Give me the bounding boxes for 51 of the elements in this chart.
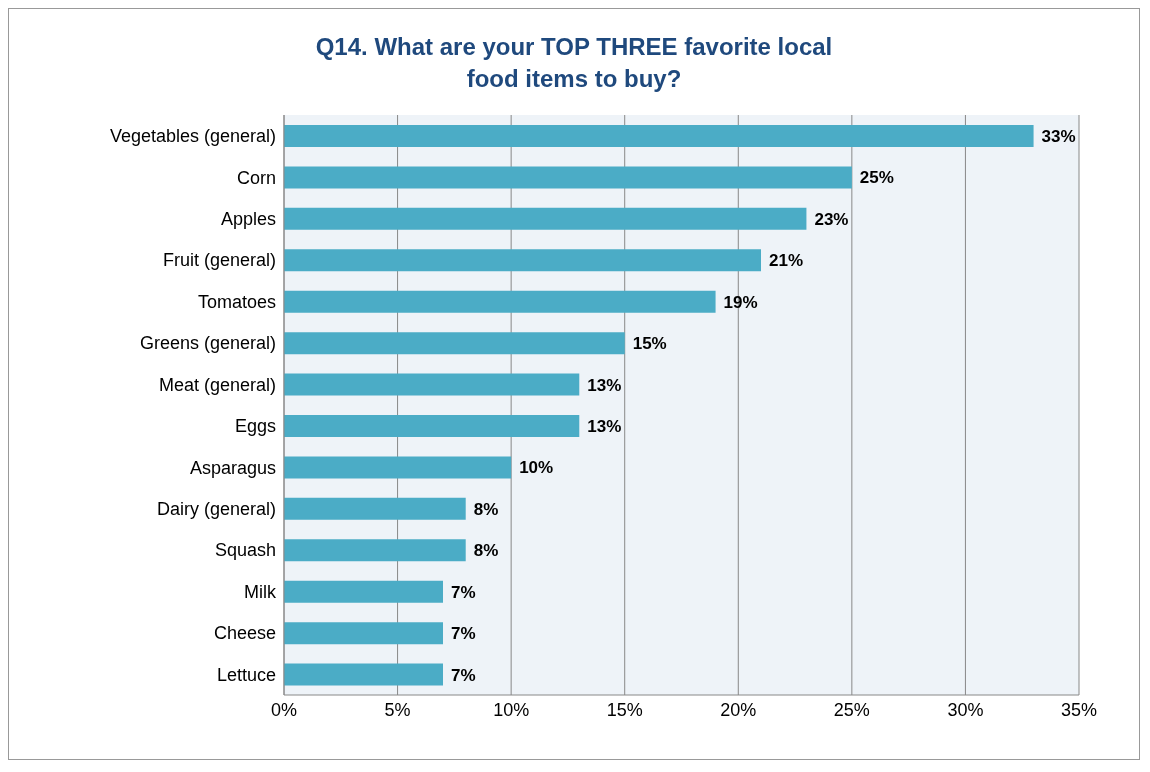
x-tick-label: 35% xyxy=(1060,699,1098,720)
bar xyxy=(284,580,443,603)
x-tick-label: 0% xyxy=(270,699,298,720)
bar xyxy=(284,249,761,272)
bar xyxy=(284,622,443,645)
bar xyxy=(284,207,807,230)
data-label: 7% xyxy=(451,582,476,602)
bar xyxy=(284,373,580,396)
data-label: 13% xyxy=(587,417,622,437)
data-label: 23% xyxy=(814,209,849,229)
bar xyxy=(284,415,580,437)
data-label: 13% xyxy=(587,375,622,395)
bar xyxy=(284,332,625,355)
data-label: 8% xyxy=(473,499,499,519)
data-label: 10% xyxy=(519,458,554,478)
y-tick-label: Asparagus xyxy=(189,457,276,478)
x-tick-label: 15% xyxy=(606,699,643,720)
bar xyxy=(284,166,852,189)
data-label: 8% xyxy=(473,541,499,561)
y-tick-label: Squash xyxy=(214,540,276,561)
chart-title: Q14. What are your TOP THREE favorite local food items to buy? xyxy=(314,32,834,94)
data-label: 25% xyxy=(859,168,894,188)
y-tick-label: Apples xyxy=(220,208,276,229)
data-label: 21% xyxy=(769,251,804,271)
y-tick-label: Corn xyxy=(236,167,276,188)
y-tick-label: Fruit (general) xyxy=(162,250,276,271)
y-tick-label: Dairy (general) xyxy=(156,498,276,519)
bar xyxy=(284,539,466,562)
y-tick-label: Eggs xyxy=(234,416,276,437)
data-label: 15% xyxy=(632,334,667,354)
y-tick-label: Vegetables (general) xyxy=(109,126,276,147)
y-tick-label: Greens (general) xyxy=(139,333,276,354)
y-tick-label: Milk xyxy=(244,581,277,602)
y-tick-label: Meat (general) xyxy=(158,374,276,395)
y-tick-label: Tomatoes xyxy=(197,291,276,312)
bar xyxy=(284,125,1034,147)
data-label: 7% xyxy=(451,624,476,644)
data-label: 7% xyxy=(451,665,476,685)
data-label: 33% xyxy=(1041,127,1076,147)
bar xyxy=(284,663,443,686)
bar xyxy=(284,290,716,313)
bar xyxy=(284,456,512,479)
x-tick-label: 30% xyxy=(947,699,984,720)
data-label: 19% xyxy=(723,292,758,312)
x-tick-label: 20% xyxy=(720,699,757,720)
x-tick-label: 25% xyxy=(833,699,870,720)
bar xyxy=(284,497,466,520)
y-tick-label: Cheese xyxy=(213,623,276,644)
y-tick-label: Lettuce xyxy=(216,664,276,685)
x-tick-label: 10% xyxy=(493,699,530,720)
x-tick-label: 5% xyxy=(384,699,411,720)
